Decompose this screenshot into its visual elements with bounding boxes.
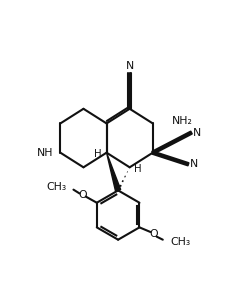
Text: N: N (126, 61, 134, 71)
Text: O: O (149, 229, 158, 239)
Text: NH₂: NH₂ (172, 116, 193, 126)
Text: CH₃: CH₃ (46, 182, 67, 192)
Text: N: N (193, 128, 202, 138)
Polygon shape (107, 153, 121, 191)
Text: N: N (190, 159, 198, 169)
Text: H: H (134, 164, 142, 174)
Text: CH₃: CH₃ (171, 237, 191, 247)
Text: NH: NH (37, 148, 53, 158)
Text: O: O (78, 190, 87, 200)
Text: H: H (94, 149, 102, 159)
